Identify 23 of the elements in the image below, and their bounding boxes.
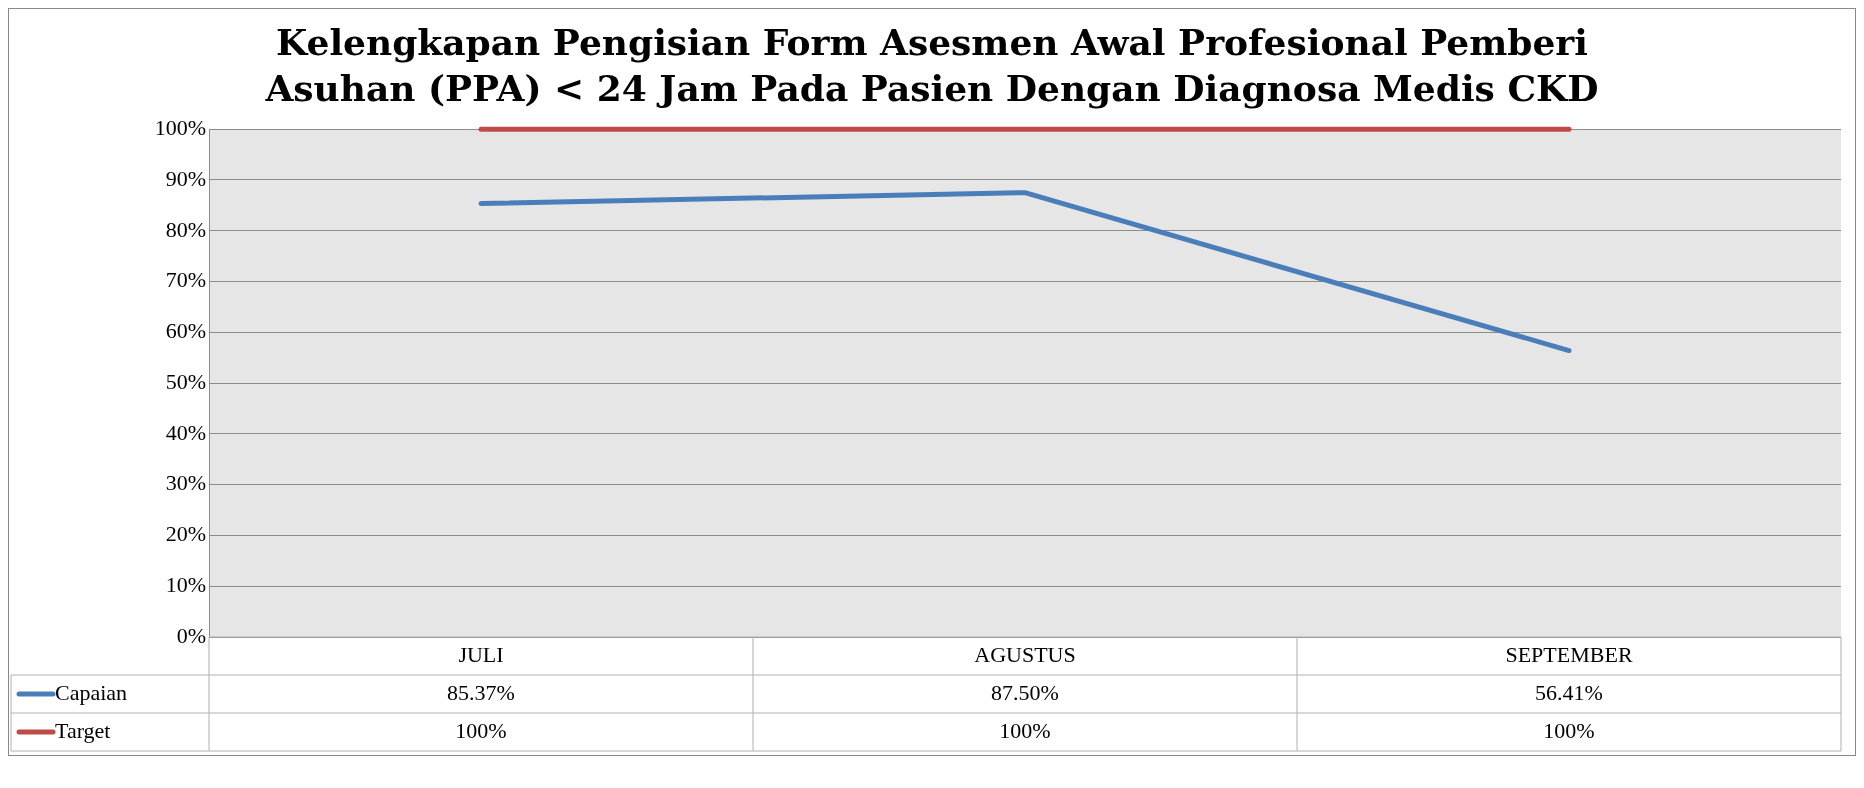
data-label: 100% xyxy=(999,717,1051,743)
x-tick-label: SEPTEMBER xyxy=(1505,641,1633,667)
data-label: 85.37% xyxy=(447,679,515,705)
y-tick-label: 80% xyxy=(165,216,206,242)
data-label: 56.41% xyxy=(1535,679,1603,705)
y-tick-label: 30% xyxy=(165,470,206,496)
data-label: 100% xyxy=(1543,717,1595,743)
y-tick-label: 0% xyxy=(176,622,206,648)
data-label: 100% xyxy=(455,717,507,743)
y-tick-label: 50% xyxy=(165,368,206,394)
data-label: 87.50% xyxy=(991,679,1059,705)
y-tick-label: 100% xyxy=(154,114,206,140)
chart-title: Kelengkapan Pengisian Form Asesmen Awal Profesional Pemberi Asuhan (PPA) < 24 Jam Pada Pasien Dengan Diagnosa Medis CKD xyxy=(264,20,1600,111)
y-tick-label: 90% xyxy=(165,165,206,191)
y-tick-label: 20% xyxy=(165,521,206,547)
legend-label: Target xyxy=(55,717,111,743)
x-tick-label: AGUSTUS xyxy=(974,641,1076,667)
legend-label: Capaian xyxy=(55,679,128,705)
y-tick-label: 10% xyxy=(165,572,206,597)
x-tick-label: JULI xyxy=(458,641,504,667)
y-tick-label: 70% xyxy=(165,267,206,293)
y-tick-label: 40% xyxy=(165,419,206,445)
y-tick-label: 60% xyxy=(165,318,206,344)
